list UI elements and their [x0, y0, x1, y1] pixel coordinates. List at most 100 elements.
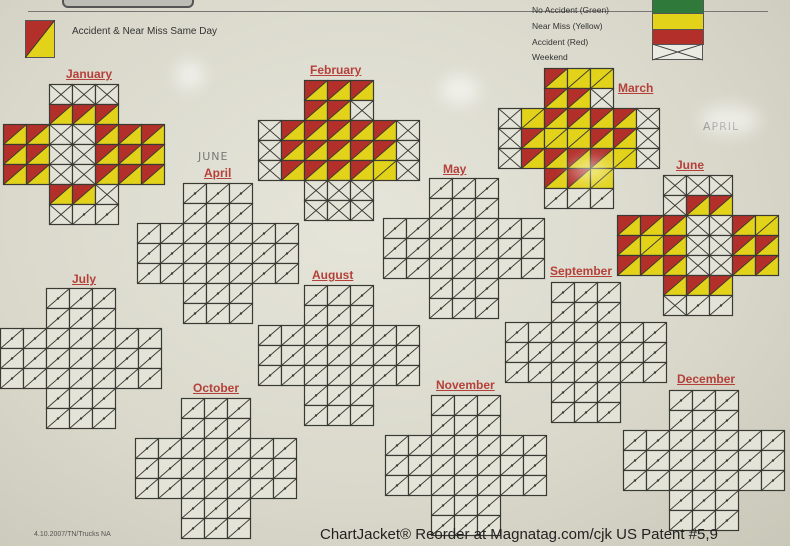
day-cell-unmarked[interactable]	[68, 367, 94, 390]
day-cell-unmarked[interactable]	[451, 217, 477, 240]
day-cell-unmarked[interactable]	[22, 367, 48, 390]
day-cell-unmarked[interactable]	[226, 417, 252, 440]
day-cell-unmarked[interactable]	[228, 302, 254, 325]
day-cell-accident-and-near-miss[interactable]	[303, 79, 329, 102]
day-cell-weekend[interactable]	[349, 99, 375, 122]
day-cell-unmarked[interactable]	[499, 474, 525, 497]
day-cell-accident-and-near-miss[interactable]	[326, 159, 352, 182]
day-cell-unmarked[interactable]	[737, 449, 763, 472]
day-cell-unmarked[interactable]	[91, 307, 117, 330]
day-cell-unmarked[interactable]	[182, 182, 208, 205]
day-cell-unmarked[interactable]	[157, 457, 183, 480]
day-cell-unmarked[interactable]	[451, 197, 477, 220]
day-cell-accident-and-near-miss[interactable]	[543, 147, 569, 170]
day-cell-unmarked[interactable]	[573, 361, 599, 384]
day-cell-weekend[interactable]	[71, 143, 97, 166]
day-cell-unmarked[interactable]	[226, 497, 252, 520]
day-cell-unmarked[interactable]	[326, 284, 352, 307]
day-cell-weekend[interactable]	[685, 214, 711, 237]
day-cell-unmarked[interactable]	[272, 457, 298, 480]
day-cell-unmarked[interactable]	[497, 217, 523, 240]
day-cell-unmarked[interactable]	[349, 324, 375, 347]
day-cell-unmarked[interactable]	[453, 394, 479, 417]
day-cell-unmarked[interactable]	[94, 203, 120, 226]
day-cell-weekend[interactable]	[48, 203, 74, 226]
day-cell-unmarked[interactable]	[180, 457, 206, 480]
day-cell-weekend[interactable]	[497, 107, 523, 130]
day-cell-weekend[interactable]	[589, 87, 615, 110]
day-cell-unmarked[interactable]	[228, 222, 254, 245]
day-cell-unmarked[interactable]	[45, 307, 71, 330]
day-cell-accident-and-near-miss[interactable]	[25, 163, 51, 186]
day-cell-weekend[interactable]	[395, 119, 421, 142]
day-cell-accident-and-near-miss[interactable]	[2, 163, 28, 186]
day-cell-accident-and-near-miss[interactable]	[140, 163, 166, 186]
day-cell-unmarked[interactable]	[691, 509, 717, 532]
day-cell-weekend[interactable]	[635, 127, 661, 150]
day-cell-unmarked[interactable]	[134, 477, 160, 500]
day-cell-unmarked[interactable]	[476, 454, 502, 477]
day-cell-unmarked[interactable]	[91, 407, 117, 430]
day-cell-weekend[interactable]	[257, 159, 283, 182]
day-cell-accident-and-near-miss[interactable]	[589, 107, 615, 130]
day-cell-weekend[interactable]	[685, 174, 711, 197]
day-cell-unmarked[interactable]	[45, 327, 71, 350]
day-cell-unmarked[interactable]	[453, 474, 479, 497]
day-cell-unmarked[interactable]	[520, 217, 546, 240]
day-cell-unmarked[interactable]	[384, 474, 410, 497]
day-cell-unmarked[interactable]	[203, 517, 229, 540]
day-cell-unmarked[interactable]	[182, 262, 208, 285]
day-cell-accident-and-near-miss[interactable]	[566, 107, 592, 130]
day-cell-near-miss[interactable]	[566, 67, 592, 90]
day-cell-accident-and-near-miss[interactable]	[639, 254, 665, 277]
day-cell-weekend[interactable]	[708, 174, 734, 197]
day-cell-near-miss[interactable]	[589, 67, 615, 90]
day-cell-unmarked[interactable]	[691, 429, 717, 452]
day-cell-accident-and-near-miss[interactable]	[303, 139, 329, 162]
day-cell-unmarked[interactable]	[550, 381, 576, 404]
day-cell-unmarked[interactable]	[68, 327, 94, 350]
day-cell-unmarked[interactable]	[91, 367, 117, 390]
day-cell-weekend[interactable]	[708, 214, 734, 237]
day-cell-accident-and-near-miss[interactable]	[731, 214, 757, 237]
day-cell-unmarked[interactable]	[428, 297, 454, 320]
day-cell-unmarked[interactable]	[249, 477, 275, 500]
day-cell-unmarked[interactable]	[668, 429, 694, 452]
day-cell-accident-and-near-miss[interactable]	[372, 139, 398, 162]
day-cell-accident-and-near-miss[interactable]	[685, 194, 711, 217]
day-cell-unmarked[interactable]	[573, 341, 599, 364]
day-cell-accident-and-near-miss[interactable]	[117, 143, 143, 166]
day-cell-unmarked[interactable]	[205, 282, 231, 305]
day-cell-unmarked[interactable]	[668, 469, 694, 492]
day-cell-accident-and-near-miss[interactable]	[326, 139, 352, 162]
day-cell-weekend[interactable]	[303, 179, 329, 202]
day-cell-unmarked[interactable]	[405, 217, 431, 240]
day-cell-accident-and-near-miss[interactable]	[71, 103, 97, 126]
day-cell-unmarked[interactable]	[428, 197, 454, 220]
day-cell-accident-and-near-miss[interactable]	[372, 119, 398, 142]
day-cell-accident-and-near-miss[interactable]	[662, 214, 688, 237]
day-cell-unmarked[interactable]	[303, 384, 329, 407]
day-cell-unmarked[interactable]	[497, 257, 523, 280]
day-cell-unmarked[interactable]	[203, 397, 229, 420]
day-cell-unmarked[interactable]	[91, 287, 117, 310]
day-cell-accident-and-near-miss[interactable]	[616, 214, 642, 237]
day-cell-unmarked[interactable]	[451, 177, 477, 200]
day-cell-accident-and-near-miss[interactable]	[25, 123, 51, 146]
day-cell-unmarked[interactable]	[228, 242, 254, 265]
day-cell-unmarked[interactable]	[136, 262, 162, 285]
day-cell-unmarked[interactable]	[522, 454, 548, 477]
day-cell-accident-and-near-miss[interactable]	[280, 119, 306, 142]
day-cell-near-miss[interactable]	[520, 107, 546, 130]
day-cell-unmarked[interactable]	[251, 242, 277, 265]
day-cell-weekend[interactable]	[395, 159, 421, 182]
day-cell-accident-and-near-miss[interactable]	[280, 139, 306, 162]
day-cell-accident-and-near-miss[interactable]	[612, 107, 638, 130]
day-cell-unmarked[interactable]	[527, 361, 553, 384]
day-cell-unmarked[interactable]	[497, 237, 523, 260]
day-cell-unmarked[interactable]	[430, 514, 456, 537]
day-cell-unmarked[interactable]	[573, 401, 599, 424]
day-cell-near-miss[interactable]	[612, 147, 638, 170]
day-cell-unmarked[interactable]	[714, 389, 740, 412]
day-cell-unmarked[interactable]	[228, 282, 254, 305]
